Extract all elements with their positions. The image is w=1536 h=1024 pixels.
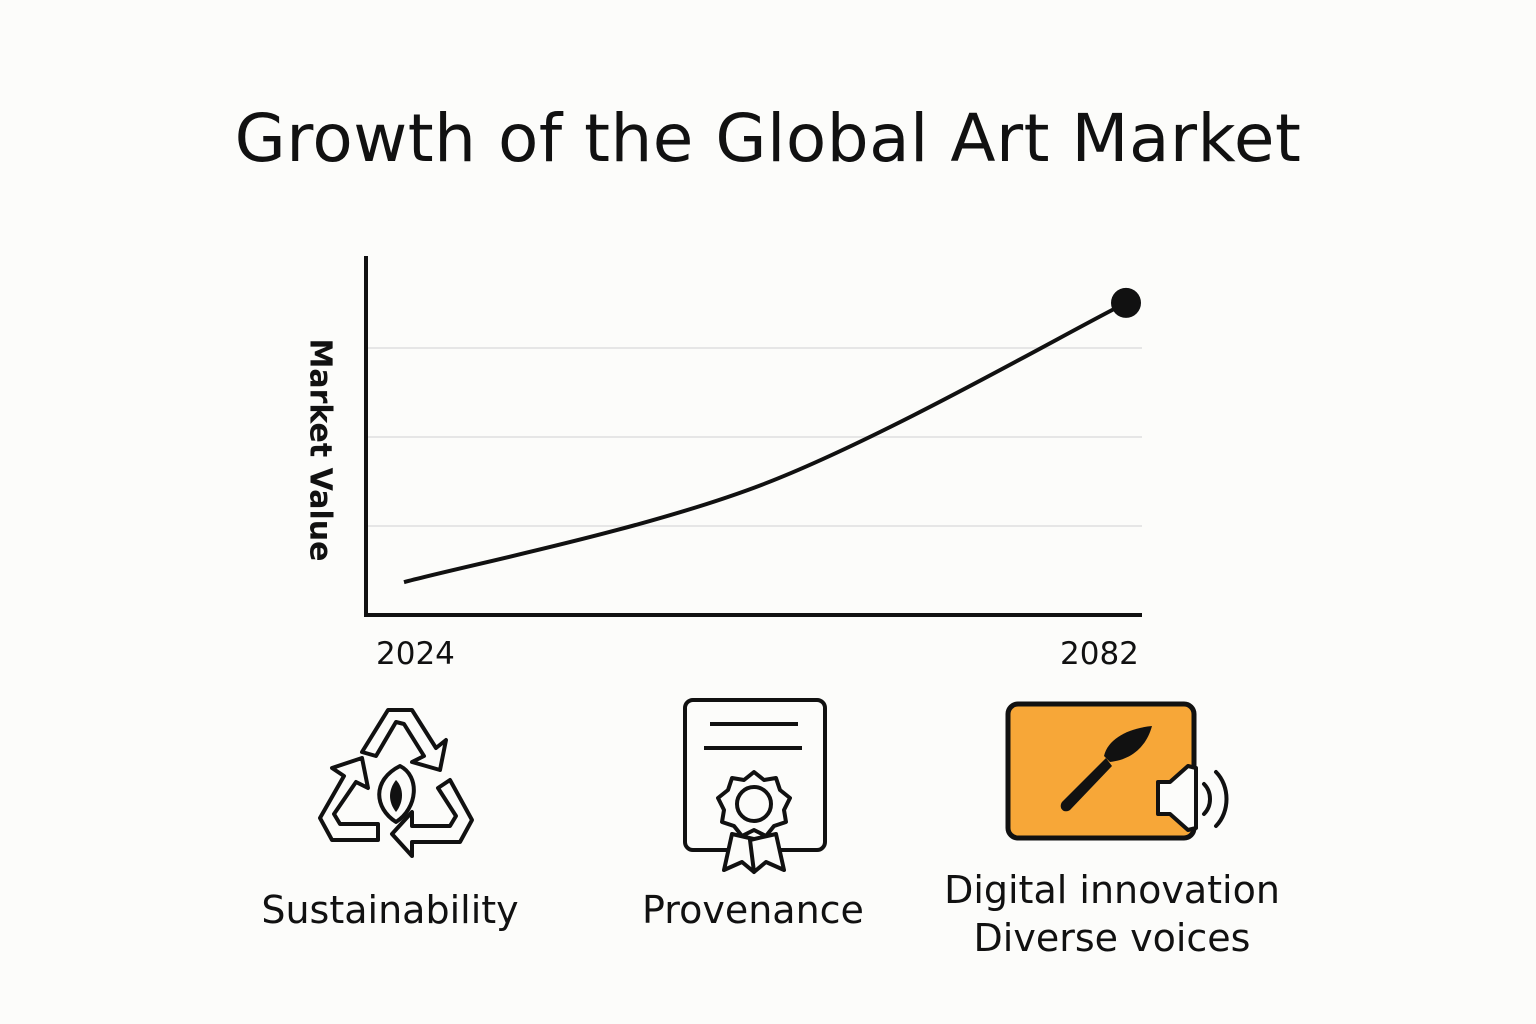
grid-lines — [368, 347, 1142, 527]
icon-label-sustainability: Sustainability — [261, 888, 519, 932]
icon-label-digital: Digital innovation Diverse voices — [930, 866, 1294, 962]
x-tick-label-end: 2082 — [1060, 636, 1139, 672]
icon-label-line-2: Diverse voices — [973, 916, 1251, 960]
x-tick-label-start: 2024 — [376, 636, 455, 672]
page-title: Growth of the Global Art Market — [234, 100, 1302, 177]
series-line — [403, 301, 1127, 585]
series-end-marker — [1111, 287, 1141, 318]
recycle-icon — [300, 700, 480, 874]
icon-label-line-1: Digital innovation — [944, 868, 1280, 912]
y-axis-label: Market Value — [302, 338, 338, 562]
certificate-icon — [676, 694, 836, 888]
brush-screen-icon — [1000, 698, 1250, 852]
icon-label-provenance: Provenance — [642, 888, 864, 932]
